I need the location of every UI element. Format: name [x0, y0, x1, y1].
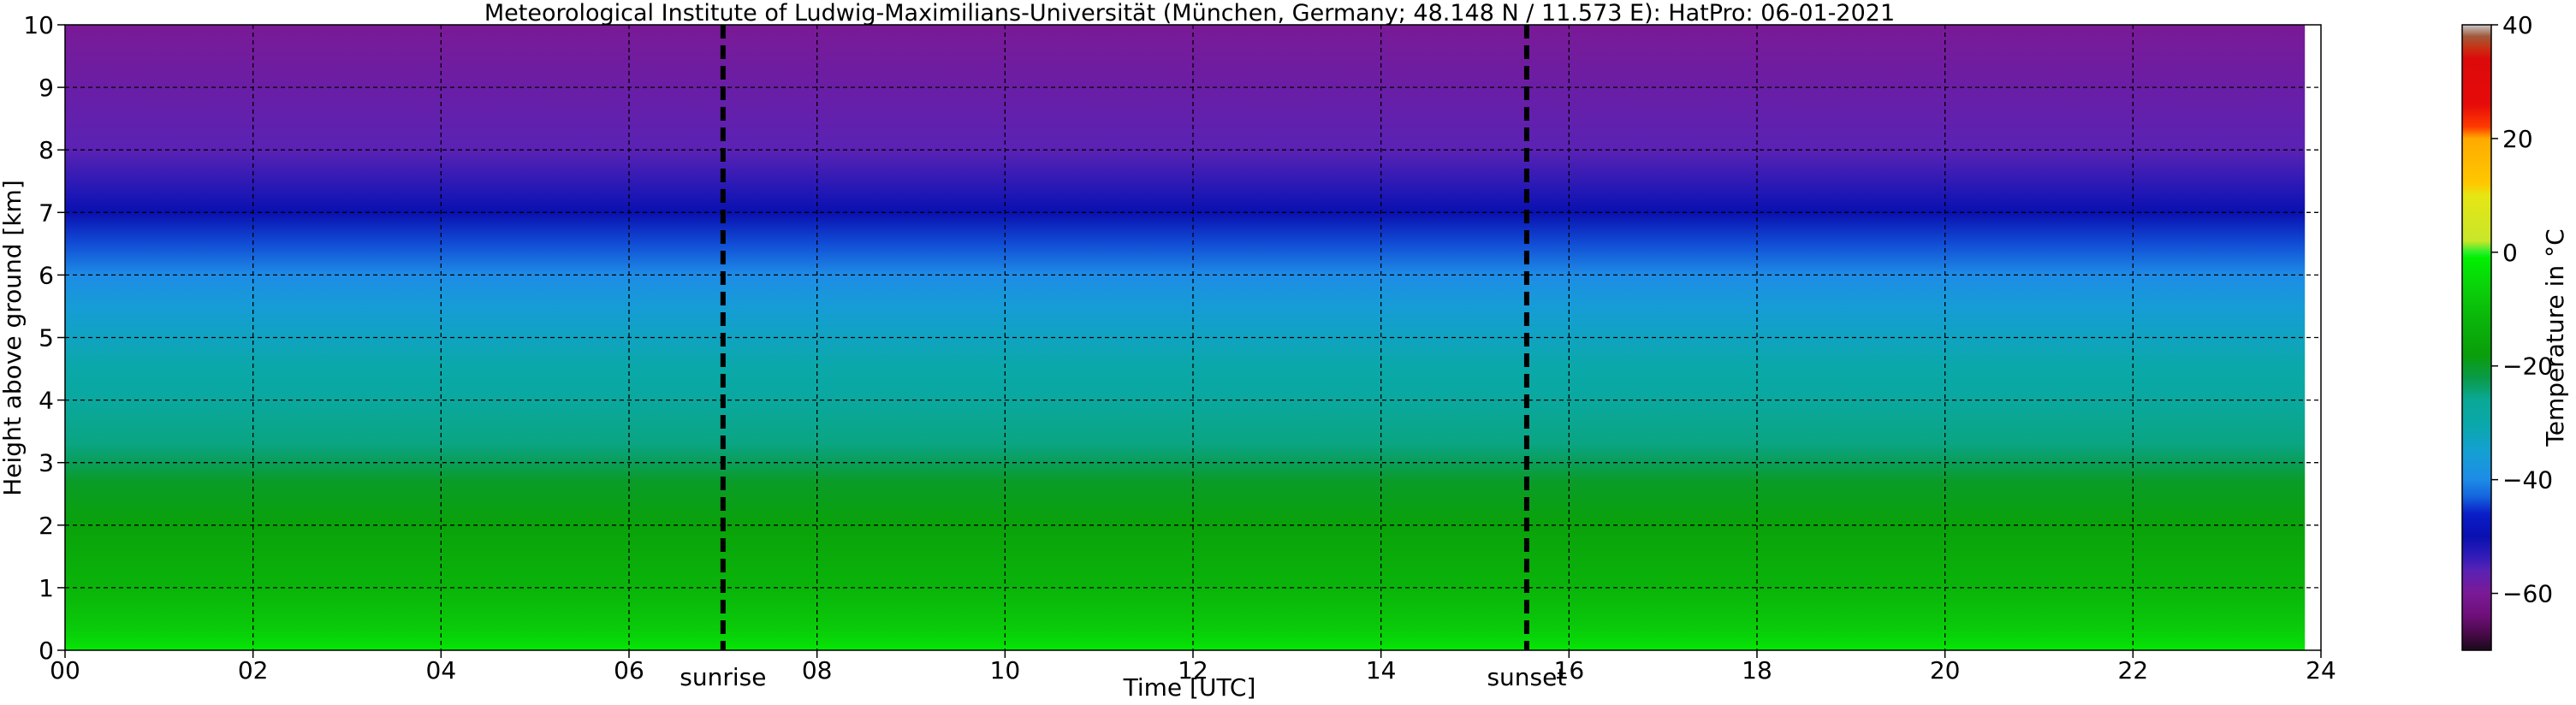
grid-lines: [65, 25, 2321, 650]
plot-area: [64, 24, 2322, 651]
x-tick-label: 02: [238, 656, 269, 684]
y-tick-label: 0: [39, 637, 54, 665]
x-tick-label: 06: [614, 656, 644, 684]
x-axis: 00 02 04 06 08 10 12 14 16 18 20 22 24: [50, 650, 2336, 684]
x-tick-label: 04: [426, 656, 457, 684]
x-tick-label: 00: [50, 656, 80, 684]
x-tick-label: 24: [2306, 656, 2336, 684]
colorbar-tick-label: 0: [2502, 239, 2518, 267]
y-tick-label: 6: [39, 261, 54, 289]
colorbar-tick-label: 40: [2502, 11, 2533, 39]
data-gap: [2305, 25, 2321, 650]
colorbar: 40 20 0 −20 −40 −60 Temperature in °C: [2461, 11, 2569, 651]
x-tick-label: 14: [1366, 656, 1397, 684]
colorbar-ticks: 40 20 0 −20 −40 −60: [2491, 11, 2553, 608]
x-tick-label: 22: [2118, 656, 2149, 684]
colorbar-scale: [2462, 25, 2491, 650]
y-tick-label: 4: [39, 387, 54, 415]
colorbar-label: Temperature in °C: [2541, 228, 2569, 447]
sunrise-label: sunrise: [680, 663, 766, 691]
y-tick-label: 1: [39, 574, 54, 602]
x-axis-label: Time [UTC]: [1123, 673, 1256, 702]
y-tick-label: 3: [39, 449, 54, 477]
y-tick-label: 7: [39, 198, 54, 227]
y-tick-label: 9: [39, 74, 54, 102]
colorbar-tick-label: 20: [2502, 125, 2533, 153]
y-tick-label: 8: [39, 136, 54, 164]
colorbar-tick-label: −60: [2502, 580, 2553, 608]
colorbar-tick-label: −20: [2502, 352, 2553, 381]
y-tick-label: 10: [23, 11, 54, 39]
x-tick-label: 12: [1178, 656, 1208, 684]
chart-title: Meteorological Institute of Ludwig-Maxim…: [484, 0, 1895, 27]
y-axis: 0 1 2 3 4 5 6 7 8 9 10: [23, 11, 65, 665]
y-tick-label: 5: [39, 324, 54, 352]
x-tick-label: 18: [1742, 656, 1772, 684]
event-lines: [720, 25, 1529, 650]
x-tick-label: 16: [1554, 656, 1585, 684]
y-axis-label: Height above ground [km]: [0, 180, 27, 496]
x-tick-label: 10: [990, 656, 1021, 684]
x-tick-label: 20: [1930, 656, 1961, 684]
x-tick-label: 08: [802, 656, 833, 684]
colorbar-tick-label: −40: [2502, 466, 2553, 495]
y-tick-label: 2: [39, 512, 54, 540]
sunset-label: sunset: [1487, 663, 1566, 691]
colorbar-frame: [2461, 24, 2492, 651]
